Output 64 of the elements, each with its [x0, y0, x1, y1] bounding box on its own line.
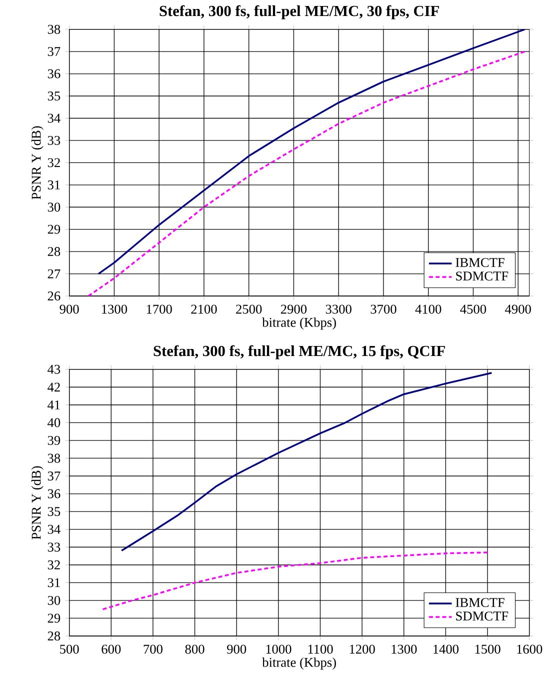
x-tick-label: 900 — [227, 644, 246, 654]
y-tick-label: 42 — [48, 382, 60, 392]
y-tick-label: 34 — [48, 524, 60, 534]
y-tick-label: 32 — [48, 158, 60, 168]
y-tick-label: 39 — [48, 436, 60, 445]
x-tick-label: 1000 — [266, 644, 292, 654]
x-tick-label: 1300 — [392, 644, 417, 654]
x-tick-label: 1300 — [102, 304, 128, 314]
y-tick-label: 37 — [48, 472, 60, 480]
y-axis-title: PSNR Y (dB) — [31, 126, 44, 200]
y-axis-title: PSNR Y (dB) — [31, 466, 44, 540]
chart-title: Stefan, 300 fs, full-pel ME/MC, 15 fps, QCIF — [154, 345, 445, 360]
x-tick-label: 3700 — [370, 304, 396, 314]
y-tick-label: 36 — [48, 69, 60, 78]
x-tick-label: 700 — [144, 644, 162, 654]
y-tick-label: 35 — [48, 92, 60, 100]
y-tick-label: 38 — [48, 24, 60, 34]
y-tick-label: 33 — [48, 136, 60, 145]
x-tick-label: 800 — [185, 644, 204, 654]
x-tick-label: 1100 — [308, 644, 333, 654]
y-tick-label: 30 — [48, 202, 60, 212]
legend-label: IBMCTF — [456, 258, 504, 268]
y-tick-label: 37 — [48, 47, 60, 56]
y-tick-label: 28 — [48, 247, 60, 256]
y-tick-label: 33 — [48, 542, 60, 552]
y-tick-label: 30 — [48, 596, 60, 605]
x-tick-label: 1600 — [517, 644, 542, 654]
x-tick-label: 3300 — [326, 304, 352, 314]
y-tick-label: 31 — [48, 180, 60, 190]
y-tick-label: 29 — [48, 614, 60, 623]
y-tick-label: 27 — [48, 269, 60, 278]
y-tick-label: 34 — [48, 114, 60, 123]
x-axis-title: bitrate (Kbps) — [262, 318, 336, 330]
x-tick-label: 1400 — [434, 644, 459, 654]
chart-title: Stefan, 300 fs, full-pel ME/MC, 30 fps, CIF — [160, 5, 439, 20]
y-tick-label: 41 — [48, 400, 60, 410]
x-tick-label: 500 — [60, 644, 79, 654]
x-tick-label: 2900 — [280, 304, 307, 314]
line-series — [120, 372, 493, 552]
y-tick-label: 35 — [48, 507, 60, 516]
y-tick-label: 29 — [48, 224, 60, 234]
y-tick-label: 36 — [48, 489, 60, 498]
line-series — [88, 50, 526, 296]
x-tick-label: 2500 — [236, 304, 262, 314]
y-tick-label: 43 — [48, 364, 60, 374]
x-tick-label: 1500 — [475, 644, 500, 654]
x-tick-label: 600 — [102, 644, 121, 654]
y-tick-label: 32 — [48, 560, 60, 570]
y-tick-label: 38 — [48, 454, 60, 463]
x-tick-label: 1200 — [350, 644, 375, 654]
y-tick-label: 28 — [48, 632, 60, 640]
x-tick-label: 4900 — [505, 304, 531, 314]
legend-label: IBMCTF — [456, 598, 504, 608]
legend-label: SDMCTF — [456, 272, 508, 281]
legend-label: SDMCTF — [456, 612, 508, 621]
x-tick-label: 4500 — [460, 304, 486, 314]
x-tick-label: 1700 — [146, 304, 172, 314]
x-tick-label: 2100 — [191, 304, 217, 314]
y-tick-label: 26 — [48, 292, 60, 300]
x-tick-label: 900 — [60, 304, 79, 314]
y-tick-label: 40 — [48, 418, 60, 428]
y-tick-label: 31 — [48, 578, 60, 588]
x-tick-label: 4100 — [415, 304, 442, 314]
x-axis-title: bitrate (Kbps) — [262, 658, 336, 670]
